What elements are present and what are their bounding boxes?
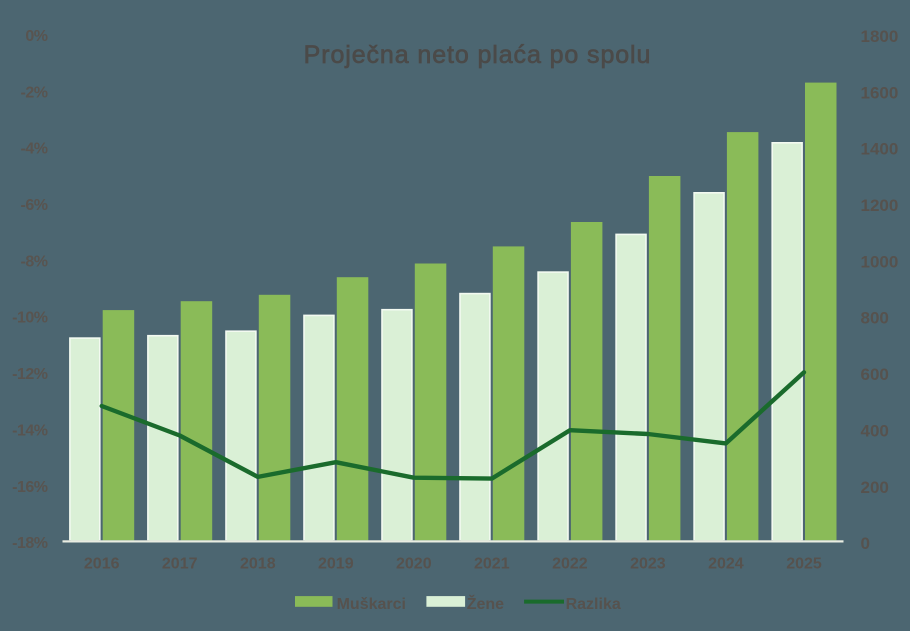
svg-text:-8%: -8% <box>21 253 48 270</box>
svg-text:2017: 2017 <box>162 556 198 573</box>
svg-text:2018: 2018 <box>240 556 276 573</box>
svg-text:-16%: -16% <box>12 479 48 496</box>
svg-text:Žene: Žene <box>467 594 504 613</box>
svg-text:-10%: -10% <box>12 310 48 327</box>
svg-text:0%: 0% <box>25 28 47 45</box>
svg-text:800: 800 <box>861 309 889 328</box>
svg-text:600: 600 <box>861 365 889 384</box>
svg-text:2025: 2025 <box>786 556 822 573</box>
svg-text:200: 200 <box>861 478 889 497</box>
svg-text:1600: 1600 <box>861 83 899 102</box>
svg-text:2020: 2020 <box>396 556 432 573</box>
svg-text:2021: 2021 <box>474 556 510 573</box>
svg-text:2022: 2022 <box>552 556 588 573</box>
svg-text:2024: 2024 <box>708 556 744 573</box>
svg-text:400: 400 <box>861 421 889 440</box>
svg-text:2023: 2023 <box>630 556 666 573</box>
svg-text:Razlika: Razlika <box>566 596 621 613</box>
svg-text:1800: 1800 <box>861 27 899 46</box>
svg-text:-14%: -14% <box>12 422 48 439</box>
svg-text:Proječna neto plaća po spolu: Proječna neto plaća po spolu <box>304 41 652 69</box>
svg-text:2019: 2019 <box>318 556 354 573</box>
svg-text:-18%: -18% <box>12 535 48 552</box>
svg-text:2016: 2016 <box>84 556 120 573</box>
svg-text:1200: 1200 <box>861 196 899 215</box>
svg-text:Muškarci: Muškarci <box>337 596 406 613</box>
svg-text:1400: 1400 <box>861 140 899 159</box>
svg-text:-12%: -12% <box>12 366 48 383</box>
svg-text:-6%: -6% <box>21 197 48 214</box>
svg-text:-4%: -4% <box>21 141 48 158</box>
svg-text:0: 0 <box>861 534 870 553</box>
svg-text:-2%: -2% <box>21 84 48 101</box>
svg-text:1000: 1000 <box>861 252 899 271</box>
